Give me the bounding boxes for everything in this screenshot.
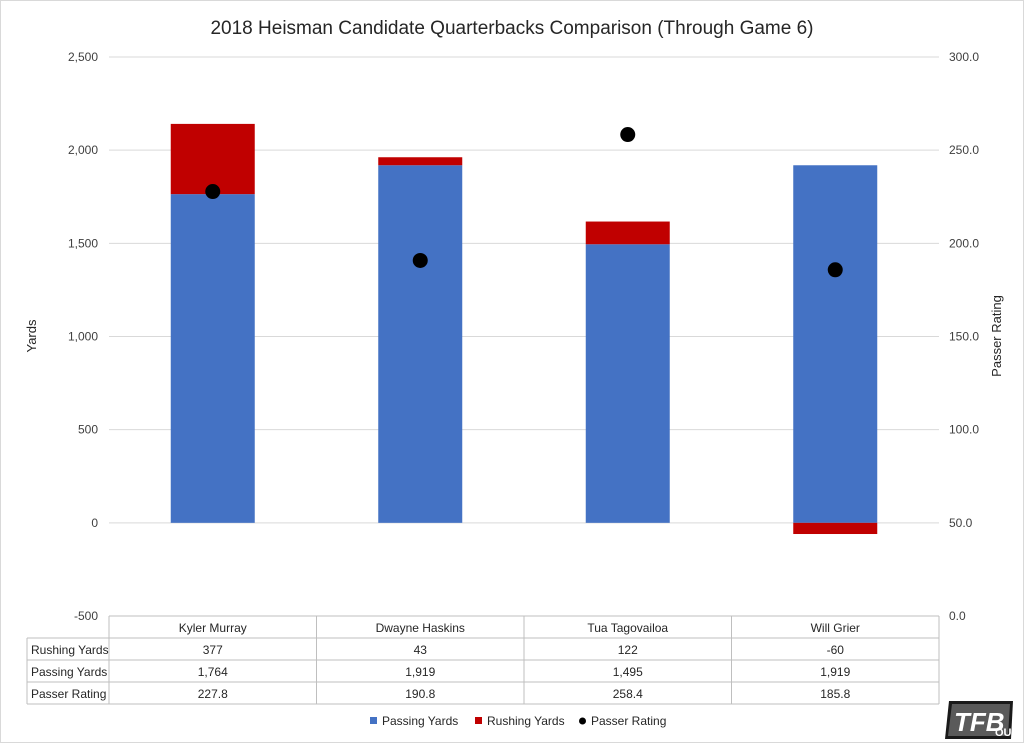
table-row-label: Rushing Yards [31,643,109,657]
table-cell: 185.8 [820,687,850,701]
y2-tick-label: 250.0 [949,143,979,157]
passer-rating-marker [205,184,221,200]
bar-passing-yards [378,165,463,523]
table-cell: 377 [203,643,223,657]
y2-tick-label: 50.0 [949,516,973,530]
table-cell: 1,764 [198,665,228,679]
legend-swatch [475,717,482,724]
logo-text: TFB [954,707,1005,737]
table-cell: 258.4 [613,687,643,701]
table-cell: -60 [827,643,845,657]
table-cell: 122 [618,643,638,657]
y-axis-title: Yards [24,319,39,352]
y-tick-label: -500 [74,609,98,623]
logo-sub: OU [995,727,1012,739]
y2-tick-label: 300.0 [949,50,979,64]
table-row-label: Passer Rating [31,687,106,701]
table-cell: 1,919 [405,665,435,679]
y-tick-label: 2,500 [68,50,98,64]
y-tick-label: 2,000 [68,143,98,157]
passer-rating-marker [412,252,428,268]
y2-tick-label: 0.0 [949,609,966,623]
y-tick-label: 1,000 [68,330,98,344]
y-tick-label: 0 [91,516,98,530]
passer-rating-marker [827,262,843,278]
table-column-header: Kyler Murray [179,621,247,635]
bar-rushing-yards [170,123,255,195]
y-tick-label: 1,500 [68,236,98,250]
y2-axis-title: Passer Rating [989,295,1004,377]
table-cell: 190.8 [405,687,435,701]
table-cell: 227.8 [198,687,228,701]
passer-rating-marker [620,127,636,143]
table-column-header: Dwayne Haskins [376,621,465,635]
legend-swatch [579,717,586,725]
y2-tick-label: 200.0 [949,236,979,250]
bar-rushing-yards [793,522,878,535]
bar-passing-yards [585,244,670,523]
legend-label: Passing Yards [382,714,458,728]
y2-tick-label: 150.0 [949,330,979,344]
table-cell: 1,919 [820,665,850,679]
table-column-header: Will Grier [811,621,860,635]
legend-label: Rushing Yards [487,714,565,728]
bar-passing-yards [793,165,878,523]
table-cell: 43 [414,643,428,657]
bar-passing-yards [170,194,255,523]
tfb-logo: TFB OU [945,701,1013,739]
table-cell: 1,495 [613,665,643,679]
chart-title: 2018 Heisman Candidate Quarterbacks Comp… [210,18,813,39]
bar-rushing-yards [378,157,463,166]
legend-label: Passer Rating [591,714,666,728]
bar-rushing-yards [585,221,670,245]
y2-tick-label: 100.0 [949,423,979,437]
table-column-header: Tua Tagovailoa [587,621,668,635]
y-tick-label: 500 [78,423,98,437]
table-row-label: Passing Yards [31,665,107,679]
legend-swatch [370,717,377,724]
